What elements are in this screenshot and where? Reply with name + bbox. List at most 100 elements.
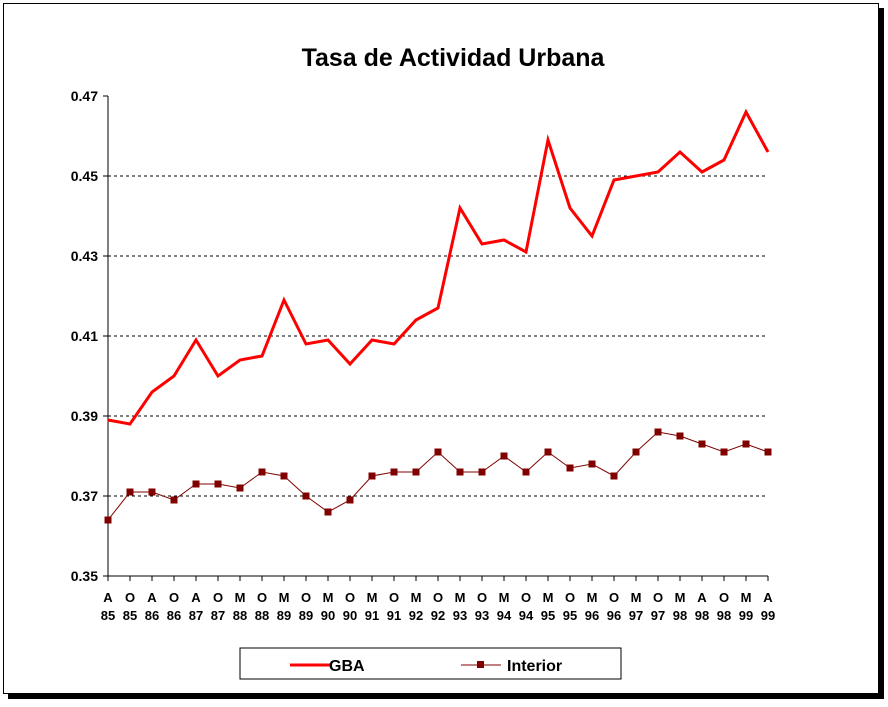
x-tick-label-top: O [719,590,729,605]
x-tick-label-bottom: 94 [497,608,512,623]
data-point-interior [368,472,376,480]
x-tick-label-bottom: 98 [717,608,731,623]
x-tick-label-top: O [477,590,487,605]
data-point-interior [148,488,156,496]
x-tick-label-top: O [301,590,311,605]
y-tick-label: 0.45 [71,168,98,184]
y-tick-label: 0.35 [71,568,98,584]
x-tick-label-top: A [763,590,773,605]
data-point-interior [610,472,618,480]
x-tick-label-bottom: 96 [585,608,599,623]
y-tick-label: 0.37 [71,488,98,504]
x-tick-label-bottom: 90 [321,608,335,623]
x-tick-label-top: O [213,590,223,605]
data-point-interior [324,508,332,516]
series-line-interior [107,431,769,521]
x-tick-label-bottom: 94 [519,608,534,623]
y-tick-label: 0.39 [71,408,98,424]
chart-title: Tasa de Actividad Urbana [302,44,606,72]
data-point-interior [192,480,200,488]
x-tick-label-bottom: 98 [695,608,709,623]
data-point-interior [126,488,134,496]
x-tick-label-top: M [587,590,598,605]
x-tick-label-top: M [279,590,290,605]
x-tick-label-top: M [631,590,642,605]
legend-label-gba: GBA [329,658,365,675]
x-tick-label-bottom: 88 [233,608,247,623]
x-tick-label-top: M [499,590,510,605]
data-point-interior [214,480,222,488]
data-point-interior [698,440,706,448]
data-point-interior [412,468,420,476]
x-tick-label-top: O [389,590,399,605]
data-point-interior [720,448,728,456]
x-tick-label-top: A [147,590,157,605]
x-tick-label-top: O [169,590,179,605]
data-point-interior [346,496,354,504]
data-point-interior [500,452,508,460]
data-point-interior [390,468,398,476]
x-tick-label-top: O [125,590,135,605]
x-tick-label-top: M [675,590,686,605]
data-point-interior [170,496,178,504]
x-tick-label-top: O [565,590,575,605]
x-tick-label-bottom: 92 [409,608,423,623]
x-tick-label-bottom: 90 [343,608,357,623]
x-tick-label-bottom: 92 [431,608,445,623]
x-tick-label-bottom: 95 [563,608,577,623]
x-tick-label-bottom: 85 [123,608,137,623]
x-tick-label-top: A [697,590,707,605]
x-tick-label-bottom: 86 [167,608,181,623]
x-tick-label-top: O [609,590,619,605]
x-tick-label-top: M [235,590,246,605]
x-tick-label-top: A [191,590,201,605]
x-tick-label-top: M [741,590,752,605]
y-axis-ticks: 0.47 0.45 0.43 0.41 0.39 0.37 0.35 [71,88,108,584]
line-chart: Tasa de Actividad Urbana 0.470.450.430.4… [71,44,775,680]
y-tick-label: 0.47 [71,88,98,104]
x-tick-label-bottom: 99 [739,608,753,623]
x-tick-label-bottom: 95 [541,608,555,623]
series-group [104,108,772,524]
x-tick-label-bottom: 91 [365,608,379,623]
x-tick-label-bottom: 96 [607,608,621,623]
x-tick-label-top: M [323,590,334,605]
x-tick-label-bottom: 91 [387,608,401,623]
data-point-interior [588,460,596,468]
data-point-interior [104,516,112,524]
data-point-interior [258,468,266,476]
x-tick-label-top: O [257,590,267,605]
data-point-interior [654,428,662,436]
data-point-interior [742,440,750,448]
y-tick-label: 0.41 [71,328,98,344]
data-point-interior [280,472,288,480]
data-point-interior [566,464,574,472]
x-tick-label-bottom: 97 [629,608,643,623]
chart-frame: Tasa de Actividad Urbana 0.47 0.45 0.43 0.4… [3,3,879,694]
x-tick-label-bottom: 89 [299,608,313,623]
x-tick-label-bottom: 97 [651,608,665,623]
legend: GBA Interior [239,647,622,680]
data-point-interior [302,492,310,500]
x-tick-label-top: A [103,590,113,605]
series-line-gba [107,108,770,426]
data-point-interior [522,468,530,476]
x-tick-label-top: O [653,590,663,605]
legend-label-interior: Interior [507,658,562,675]
x-tick-label-bottom: 99 [761,608,775,623]
gridlines [108,175,768,497]
x-tick-label-bottom: 93 [475,608,489,623]
x-tick-label-top: M [367,590,378,605]
x-tick-label-top: M [455,590,466,605]
x-tick-label-bottom: 87 [189,608,203,623]
x-tick-label-top: O [433,590,443,605]
data-point-interior [764,448,772,456]
y-tick-label: 0.43 [71,248,98,264]
x-tick-label-top: M [411,590,422,605]
legend-marker-interior [477,661,484,668]
x-axis-ticks: A 85 O 85 A 86 O 86 A 87 O 87 M 88 O 88 M 89 O 89 M 90 O 90 M 91 O… [101,576,775,623]
x-tick-label-top: O [521,590,531,605]
x-tick-label-bottom: 93 [453,608,467,623]
x-tick-label-top: M [543,590,554,605]
x-tick-label-bottom: 86 [145,608,159,623]
